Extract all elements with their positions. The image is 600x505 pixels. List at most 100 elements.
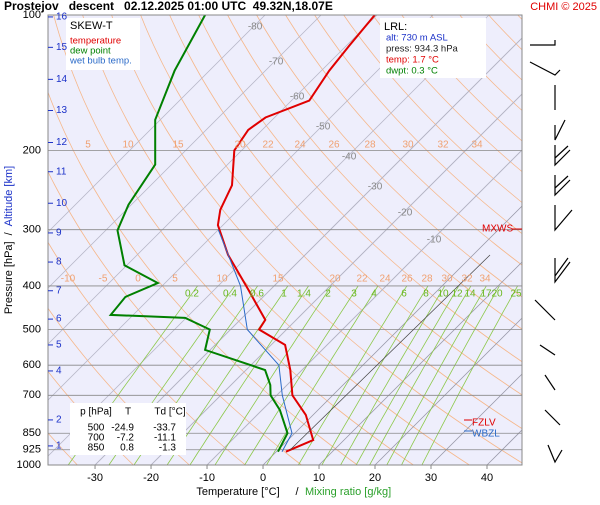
- x-tick-label: -30: [87, 472, 103, 484]
- adiabat-label: 10: [216, 274, 228, 285]
- mixing-ratio-label: 0.4: [223, 289, 237, 300]
- dry-adiabat: [372, 15, 522, 173]
- isotherm-label: -40: [342, 152, 357, 163]
- y-tick-label: 400: [23, 280, 41, 292]
- altitude-label: 4: [56, 366, 62, 377]
- altitude-label: 15: [56, 42, 68, 53]
- isotherm: [94, 37, 522, 465]
- altitude-label: 12: [56, 137, 68, 148]
- isotherm-label: -70: [269, 57, 284, 68]
- dry-adiabat: [48, 307, 190, 465]
- isotherm: [48, 15, 322, 289]
- adiabat-label: 30: [402, 140, 414, 151]
- dry-adiabat: [140, 15, 522, 430]
- altitude-label: 1: [56, 441, 62, 452]
- isotherm: [48, 15, 434, 401]
- x-tick-label: 30: [425, 472, 437, 484]
- mixing-ratio-label: 4: [371, 289, 377, 300]
- mixing-ratio-label: 12: [451, 289, 463, 300]
- plot-frame: [47, 14, 523, 466]
- isotherm-label: -10: [427, 235, 442, 246]
- isotherm-label: -60: [290, 92, 305, 103]
- y-axis-title-1: Pressure [hPa]: [3, 241, 15, 314]
- dry-adiabat: [198, 15, 522, 363]
- x-axis-title-2: Mixing ratio [g/kg]: [305, 486, 391, 498]
- adiabat-label: -5: [99, 274, 108, 285]
- dry-adiabat: [285, 15, 522, 266]
- mixing-ratio-label: 1.4: [297, 289, 311, 300]
- dry-adiabat: [256, 15, 522, 298]
- x-tick-label: 0: [260, 472, 266, 484]
- table-cell: -33.7: [153, 423, 176, 434]
- plot: [48, 15, 600, 465]
- mixing-ratio-label: 17: [480, 289, 492, 300]
- dry-adiabat: [547, 15, 600, 465]
- mixing-ratio-label: 20: [491, 289, 503, 300]
- dry-adiabat: [48, 241, 246, 465]
- isotherm-label: -20: [398, 208, 413, 219]
- adiabat-label: 20: [234, 140, 246, 151]
- altitude-label: 5: [56, 340, 62, 351]
- adiabat-label: 26: [328, 140, 340, 151]
- mixing-ratio-label: 6: [401, 289, 407, 300]
- y-tick-label: 1000: [17, 459, 41, 471]
- table-cell: -7.2: [117, 433, 135, 444]
- adiabat-label: 5: [172, 274, 178, 285]
- mixing-ratio-label: 8: [423, 289, 429, 300]
- y-tick-label: 100: [23, 9, 41, 21]
- isotherm-label: -50: [316, 122, 331, 133]
- profile-line: [216, 15, 376, 453]
- isotherm: [48, 15, 266, 233]
- x-axis-title: Temperature [°C]: [196, 486, 279, 498]
- adiabat-label: 34: [471, 140, 483, 151]
- adiabat-label: 0: [135, 274, 141, 285]
- y-tick-label: 600: [23, 359, 41, 371]
- wind-barbs: [529, 40, 573, 464]
- altitude-label: 8: [56, 257, 62, 268]
- credit: CHMI © 2025: [530, 1, 597, 13]
- adiabat-label: 26: [401, 274, 413, 285]
- altitude-label: 2: [56, 415, 62, 426]
- x-tick-label: 40: [481, 472, 493, 484]
- chart-title: Prostejov descent 02.12.2025 01:00 UTC 4…: [4, 0, 333, 13]
- info-box: [380, 18, 486, 78]
- dry-adiabat: [48, 91, 358, 465]
- profile-line: [108, 15, 289, 453]
- table-cell: 0.8: [120, 443, 134, 454]
- mixing-ratio-label: 2: [325, 289, 331, 300]
- info-pressure: press: 934.3 hPa: [386, 44, 459, 55]
- table: p [hPa] T Td [°C] 500 -24.9 -33.7 700 -7.2 -11.1…: [80, 407, 186, 454]
- legend-entry: wet bulb temp.: [69, 56, 132, 67]
- y-axis-title-2: Altitude [km]: [3, 166, 15, 227]
- altitude-label: 9: [56, 228, 62, 239]
- table-cell: -1.3: [159, 443, 177, 454]
- adiabat-label: 28: [364, 140, 376, 151]
- mixing-ratio-label: 10: [437, 289, 449, 300]
- dry-adiabat: [53, 15, 414, 465]
- isotherm: [150, 93, 522, 465]
- mixing-ratio-label: 1: [281, 289, 287, 300]
- altitude-label: 16: [56, 12, 68, 23]
- adiabat-label: 32: [437, 140, 449, 151]
- level-label: MXWS: [482, 224, 513, 235]
- altitude-label: 10: [56, 198, 68, 209]
- adiabat-label: 24: [294, 140, 306, 151]
- x-tick-label: -10: [199, 472, 215, 484]
- dry-adiabat: [48, 370, 134, 465]
- isotherm: [262, 205, 522, 465]
- dry-adiabat: [314, 15, 522, 235]
- y-tick-label: 850: [23, 427, 41, 439]
- altitude-label: 7: [56, 285, 62, 296]
- dry-adiabat: [517, 15, 522, 21]
- table-cell: -11.1: [154, 433, 176, 444]
- isotherm: [48, 15, 378, 345]
- mixing-ratio-label: 14: [464, 289, 476, 300]
- info-title: LRL:: [384, 21, 407, 33]
- adiabat-label: 24: [379, 274, 391, 285]
- isotherm-label: -80: [248, 22, 263, 33]
- y-tick-label: 700: [23, 389, 41, 401]
- adiabat-label: 15: [272, 274, 284, 285]
- dry-adiabat: [401, 15, 522, 142]
- isotherm: [318, 261, 522, 465]
- isotherm-label: -30: [368, 182, 383, 193]
